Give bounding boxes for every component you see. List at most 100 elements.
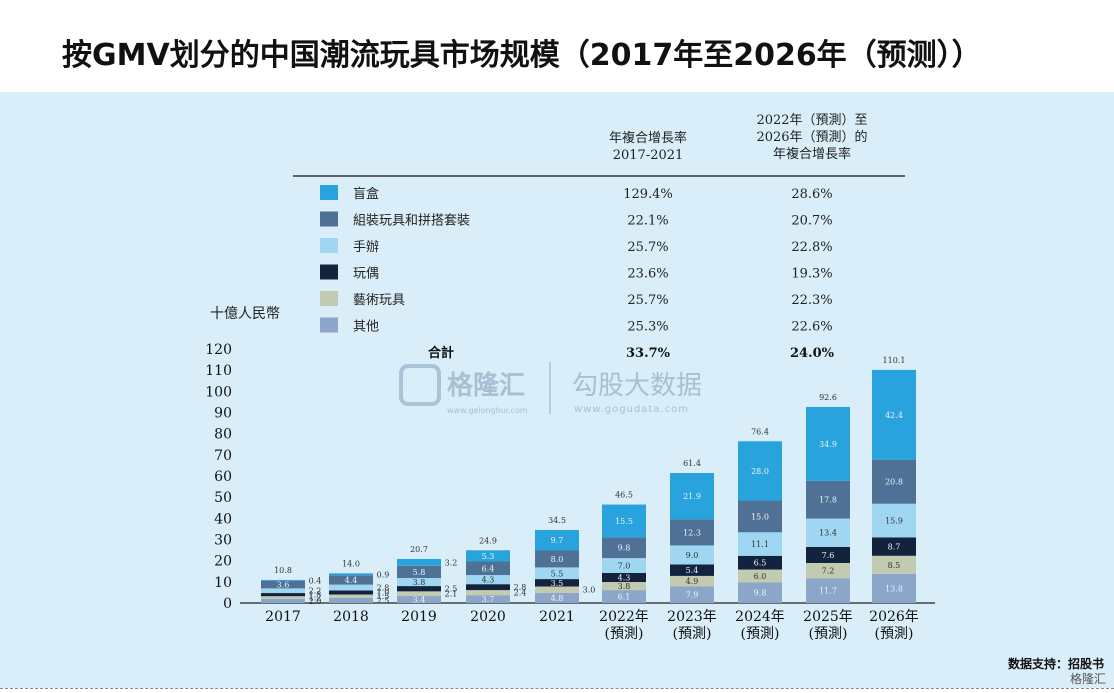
total-label: 20.7 [410, 545, 428, 554]
bar-segment [670, 473, 714, 520]
bottom-divider [0, 688, 1114, 689]
bar-segment [261, 580, 305, 589]
data-label: 7.6 [822, 551, 835, 560]
data-label: 6.5 [754, 559, 767, 568]
data-label: 15.9 [885, 517, 903, 526]
bar-segment [738, 532, 782, 556]
cagr-2022-2026: 22.6% [791, 320, 832, 335]
chart-axes: 十億人民幣 0 10 20 30 40 50 60 70 80 90 100 110 120 [205, 306, 935, 612]
y-tick-label: 90 [214, 405, 232, 421]
bar-segment [261, 588, 305, 594]
bar-segment [602, 590, 646, 603]
bar-segment [535, 592, 579, 603]
data-label: 21.9 [683, 492, 701, 501]
x-tick-label: (預測) [741, 626, 780, 642]
bar-segment [602, 582, 646, 591]
col1-header: 2017-2021 [613, 148, 684, 163]
data-label: 1.9 [377, 589, 390, 598]
data-label: 13.8 [885, 584, 903, 593]
bar-segment [806, 406, 850, 481]
data-label: 9.8 [754, 589, 767, 598]
data-label: 8.7 [888, 543, 901, 552]
data-label: 5.4 [686, 566, 699, 575]
data-label: 2.2 [309, 587, 322, 596]
bar-segment [466, 575, 510, 585]
data-label: 13.4 [819, 529, 837, 538]
x-tick-label: 2024年 [735, 609, 785, 625]
x-tick-label: 2025年 [803, 609, 853, 625]
cagr-2017-2021: 23.6% [627, 267, 668, 282]
data-label: 3.8 [618, 582, 631, 591]
bar-segment [670, 575, 714, 587]
col2-header: 2026年（預測）的 [756, 129, 867, 145]
y-tick-label: 20 [214, 554, 232, 570]
bar-segment [602, 504, 646, 538]
data-label: 6.0 [754, 572, 767, 581]
bar-segment [397, 565, 441, 579]
watermark-url: www.gelonghui.com [447, 406, 528, 415]
data-label: 7.2 [822, 567, 835, 576]
bar-segment [466, 590, 510, 596]
bar-segment [806, 518, 850, 547]
x-tick-label: 2020 [470, 609, 506, 625]
data-label: 4.9 [686, 577, 699, 586]
data-label: 17.8 [819, 496, 837, 505]
data-label: 2.0 [309, 597, 322, 606]
data-label: 2.5 [377, 596, 390, 605]
total-label: 46.5 [615, 491, 633, 500]
data-label: 42.4 [885, 411, 903, 420]
corner-logo: 格隆汇 [1069, 672, 1106, 686]
data-label: 3.6 [277, 581, 290, 590]
bar-segment [397, 591, 441, 596]
bar-segment [329, 597, 373, 603]
total-label: 76.4 [751, 427, 769, 436]
data-label: 5.5 [551, 569, 564, 578]
watermark: 格隆汇 www.gelonghui.com 勾股大数据 www.gogudata.co… [399, 362, 702, 415]
data-label: 11.1 [751, 540, 769, 549]
x-tick-label: (預測) [605, 626, 644, 642]
bar-segment [872, 537, 916, 556]
data-label: 12.3 [683, 528, 701, 537]
data-label: 1.5 [309, 591, 322, 600]
legend-label: 藝術玩具 [353, 293, 405, 308]
y-tick-label: 30 [214, 532, 232, 548]
data-label: 2.8 [377, 584, 390, 593]
data-label: 28.0 [751, 467, 769, 476]
y-tick-label: 100 [205, 384, 232, 400]
total-label: 14.0 [342, 559, 360, 568]
bar-segment [872, 459, 916, 504]
legend-label: 手辦 [353, 240, 379, 255]
data-label: 6.4 [482, 564, 495, 573]
bar-segment [329, 590, 373, 595]
bar-segment [261, 598, 305, 603]
bar-segment [670, 564, 714, 576]
bar-segment [872, 369, 916, 460]
data-label: 9.0 [686, 551, 699, 560]
data-label: 0.4 [309, 576, 322, 585]
bar-segment [535, 529, 579, 551]
bar-segment [329, 575, 373, 585]
bar-segment [738, 555, 782, 570]
bar-segment [466, 561, 510, 576]
data-label: 5.8 [413, 568, 426, 577]
data-label: 0.9 [377, 570, 390, 579]
data-label: 2.1 [445, 590, 458, 599]
bar-segment [872, 573, 916, 603]
y-tick-label: 110 [205, 363, 232, 379]
data-label: 2.5 [445, 585, 458, 594]
cagr-2017-2021: 25.3% [627, 320, 668, 335]
bar-segment [535, 550, 579, 568]
bar-segment [670, 545, 714, 565]
gelonghui-logo-icon [399, 364, 441, 406]
bar-segment [602, 572, 646, 583]
cagr-2017-2021: 129.4% [623, 187, 673, 202]
x-tick-label: 2022年 [599, 609, 649, 625]
bar-segment [806, 480, 850, 519]
total-label: 110.1 [883, 356, 906, 365]
cagr-2022-2026: 22.8% [791, 240, 832, 255]
bar-segment [738, 500, 782, 533]
data-label: 2.8 [514, 583, 527, 592]
bar-segment [738, 441, 782, 501]
total-cagr-2022-2026: 24.0% [790, 346, 835, 361]
y-tick-label: 40 [214, 511, 232, 527]
